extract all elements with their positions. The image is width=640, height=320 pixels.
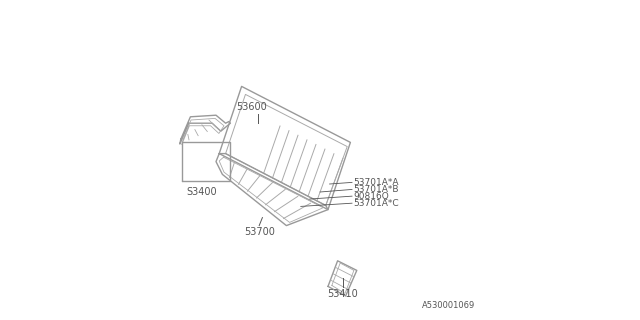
Text: 53410: 53410 xyxy=(328,289,358,299)
Text: 53701A*A: 53701A*A xyxy=(354,178,399,187)
Text: A530001069: A530001069 xyxy=(422,301,475,310)
Text: 53600: 53600 xyxy=(236,102,267,112)
Text: 90816Q: 90816Q xyxy=(354,192,389,201)
Text: 53700: 53700 xyxy=(244,227,275,237)
Text: S3400: S3400 xyxy=(186,187,217,197)
Text: 53701A*C: 53701A*C xyxy=(354,199,399,208)
Text: 53701A*B: 53701A*B xyxy=(354,185,399,194)
